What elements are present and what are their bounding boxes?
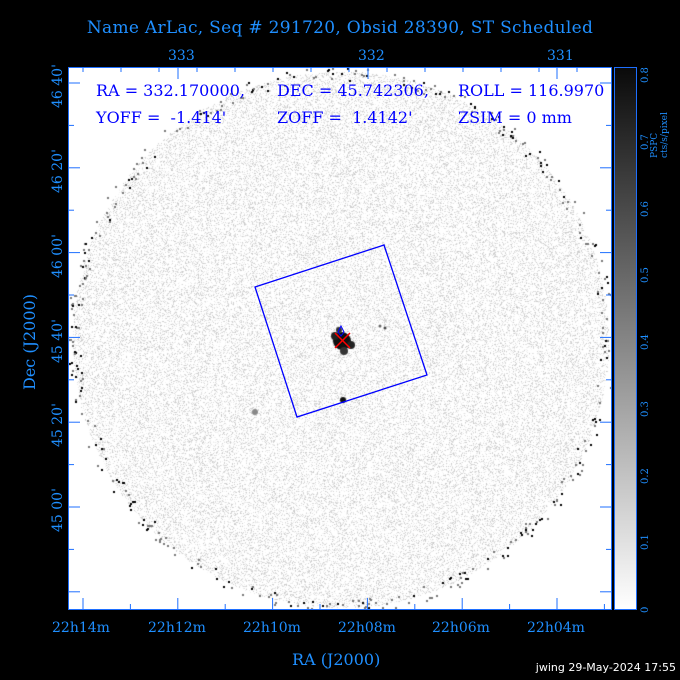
x-tick-label: 22h06m	[432, 620, 490, 636]
colorbar-label: PSPC cts/s/pixel	[650, 112, 670, 158]
sky-image-plot: RA = 332.170000, DEC = 45.742306, ROLL =…	[68, 67, 612, 610]
colorbar-tick-label: 0.3	[640, 400, 651, 417]
top-tick-label: 331	[547, 48, 574, 64]
y-tick-label: 45 20'	[50, 403, 66, 447]
zoff-readout: ZOFF = 1.4142'	[277, 108, 413, 127]
colorbar-tick-label: 0.6	[640, 200, 651, 217]
y-axis-label: Dec (J2000)	[20, 294, 39, 390]
colorbar-tick-label: 0.1	[640, 534, 651, 551]
colorbar-tick-label: 0.2	[640, 467, 651, 484]
y-tick-label: 46 40'	[50, 64, 66, 108]
top-tick-label: 333	[168, 48, 195, 64]
colorbar	[614, 67, 637, 610]
x-axis-label: RA (J2000)	[292, 650, 381, 669]
chart-title: Name ArLac, Seq # 291720, Obsid 28390, S…	[86, 18, 594, 38]
colorbar-tick-label: 0.8	[640, 67, 651, 83]
credit-timestamp: jwing 29-May-2024 17:55	[535, 661, 676, 674]
colorbar-tick-label: 0.5	[640, 267, 651, 284]
x-tick-label: 22h12m	[148, 620, 206, 636]
y-tick-label: 46 20'	[50, 149, 66, 193]
x-tick-label: 22h08m	[338, 620, 396, 636]
colorbar-tick-label: 0.4	[640, 334, 651, 350]
zsim-readout: ZSIM = 0 mm	[458, 108, 572, 127]
aimpoint-diamond-icon	[337, 324, 345, 337]
top-tick-label: 332	[358, 48, 385, 64]
roll-readout: ROLL = 116.9970	[458, 81, 605, 100]
x-tick-label: 22h10m	[243, 620, 301, 636]
x-tick-label: 22h14m	[52, 620, 110, 636]
x-tick-label: 22h04m	[527, 620, 585, 636]
y-tick-label: 46 00'	[50, 234, 66, 278]
ra-readout: RA = 332.170000,	[96, 81, 245, 100]
overlay	[254, 244, 428, 418]
colorbar-tick-label: 0	[640, 606, 651, 613]
dec-readout: DEC = 45.742306,	[277, 81, 429, 100]
y-tick-label: 45 40'	[50, 319, 66, 363]
target-x-marker-icon	[334, 332, 351, 349]
yoff-readout: YOFF = -1.414'	[96, 108, 227, 127]
detector-field-square	[254, 244, 428, 418]
y-tick-label: 45 00'	[50, 488, 66, 532]
